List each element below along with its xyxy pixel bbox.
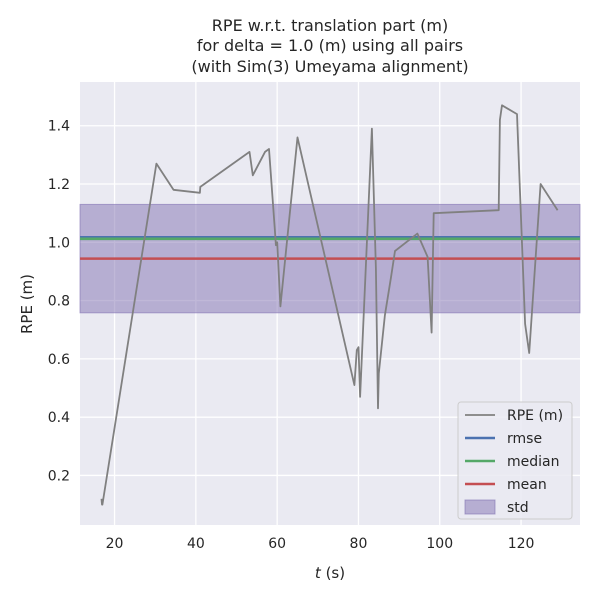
x-tick-labels: 20 40 60 80 100 120 (106, 536, 535, 552)
legend-label: median (507, 454, 559, 470)
legend-swatch-std (464, 499, 496, 515)
legend-label: std (507, 500, 529, 516)
y-tick-label: 0.8 (48, 294, 70, 310)
rpe-line (100, 104, 559, 506)
legend: RPE (m) rmse median mean std (457, 401, 573, 520)
x-tick-label: 80 (350, 536, 368, 552)
y-tick-label: 1.2 (48, 177, 70, 193)
legend-label: mean (507, 477, 547, 493)
rpe-series-layer (100, 104, 559, 506)
y-tick-label: 0.6 (48, 352, 70, 368)
x-tick-label: 20 (106, 536, 124, 552)
title-line-3: (with Sim(3) Umeyama alignment) (191, 57, 468, 76)
chart-title: RPE w.r.t. translation part (m) for delt… (191, 16, 468, 76)
x-tick-label: 40 (187, 536, 205, 552)
legend-label: rmse (507, 431, 542, 447)
y-axis-label: RPE (m) (18, 274, 36, 334)
x-axis-label: t (s) (315, 564, 345, 582)
y-tick-label: 1.0 (48, 235, 70, 251)
y-tick-labels: 0.2 0.4 0.6 0.8 1.0 1.2 1.4 (48, 119, 70, 485)
legend-box (457, 401, 573, 520)
title-line-1: RPE w.r.t. translation part (m) (212, 16, 448, 35)
statistic-lines (80, 236, 580, 260)
y-tick-label: 0.2 (48, 468, 70, 484)
x-tick-label: 120 (508, 536, 535, 552)
y-tick-label: 0.4 (48, 410, 70, 426)
y-tick-label: 1.4 (48, 119, 70, 135)
x-axis-label-unit: (s) (321, 564, 345, 582)
legend-label: RPE (m) (507, 408, 563, 424)
title-line-2: for delta = 1.0 (m) using all pairs (197, 36, 463, 55)
x-axis-label-italic: t (315, 564, 322, 582)
x-tick-label: 100 (426, 536, 453, 552)
x-tick-label: 60 (268, 536, 286, 552)
